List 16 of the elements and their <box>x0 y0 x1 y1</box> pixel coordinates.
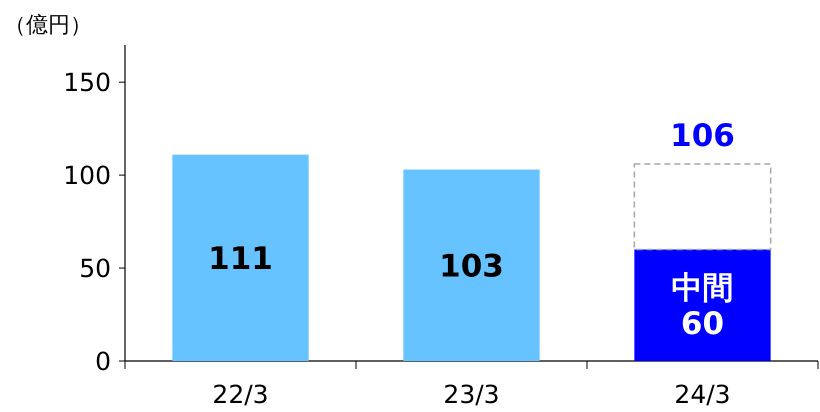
data-label: 中間 60 <box>672 270 734 342</box>
y-tick-label: 150 <box>63 68 111 98</box>
x-tick-label: 24/3 <box>674 380 731 409</box>
x-tick-label: 22/3 <box>212 380 269 409</box>
y-axis-title: （億円） <box>4 13 92 38</box>
total-label: 106 <box>670 118 735 154</box>
x-tick-label: 23/3 <box>443 380 500 409</box>
bar <box>634 249 771 361</box>
data-label: 103 <box>439 248 504 284</box>
bar <box>634 163 772 250</box>
bar <box>172 154 309 361</box>
data-label: 111 <box>208 240 273 277</box>
bar <box>403 170 540 361</box>
y-tick-label: 0 <box>95 347 111 376</box>
y-tick-label: 100 <box>63 161 111 190</box>
y-tick-label: 50 <box>79 254 111 284</box>
